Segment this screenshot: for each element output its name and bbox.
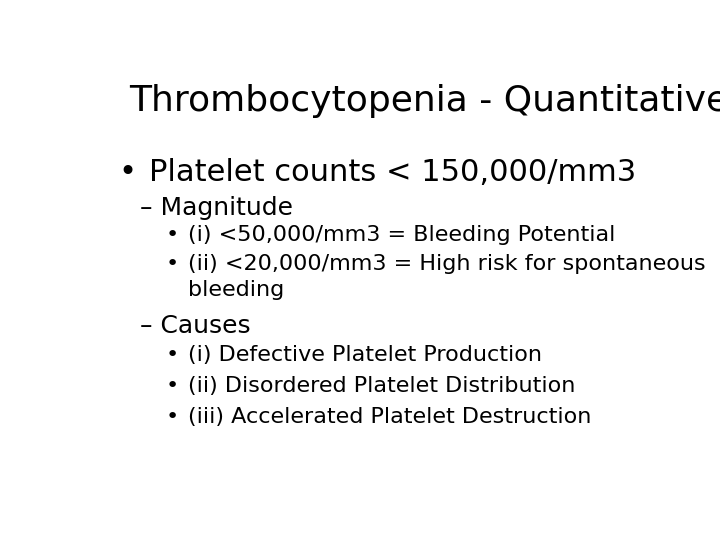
Text: bleeding: bleeding bbox=[188, 280, 284, 300]
Text: (ii) <20,000/mm3 = High risk for spontaneous: (ii) <20,000/mm3 = High risk for spontan… bbox=[188, 254, 706, 274]
Text: – Magnitude: – Magnitude bbox=[140, 196, 293, 220]
Text: •: • bbox=[166, 346, 179, 366]
Text: Platelet counts < 150,000/mm3: Platelet counts < 150,000/mm3 bbox=[148, 158, 636, 187]
Text: •: • bbox=[118, 158, 136, 187]
Text: Thrombocytopenia - Quantitative: Thrombocytopenia - Quantitative bbox=[129, 84, 720, 118]
Text: (ii) Disordered Platelet Distribution: (ii) Disordered Platelet Distribution bbox=[188, 376, 575, 396]
Text: •: • bbox=[166, 407, 179, 427]
Text: (i) <50,000/mm3 = Bleeding Potential: (i) <50,000/mm3 = Bleeding Potential bbox=[188, 225, 615, 245]
Text: •: • bbox=[166, 225, 179, 245]
Text: – Causes: – Causes bbox=[140, 314, 251, 338]
Text: •: • bbox=[166, 376, 179, 396]
Text: (iii) Accelerated Platelet Destruction: (iii) Accelerated Platelet Destruction bbox=[188, 407, 591, 427]
Text: (i) Defective Platelet Production: (i) Defective Platelet Production bbox=[188, 346, 541, 366]
Text: •: • bbox=[166, 254, 179, 274]
